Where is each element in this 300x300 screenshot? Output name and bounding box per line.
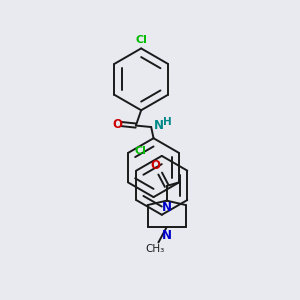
- Text: O: O: [150, 159, 160, 172]
- Text: N: N: [162, 201, 172, 214]
- Text: H: H: [163, 117, 172, 127]
- Text: Cl: Cl: [134, 146, 146, 157]
- Text: Cl: Cl: [135, 35, 147, 45]
- Text: N: N: [162, 229, 172, 242]
- Text: O: O: [112, 118, 122, 130]
- Text: N: N: [154, 119, 164, 132]
- Text: CH₃: CH₃: [145, 244, 164, 254]
